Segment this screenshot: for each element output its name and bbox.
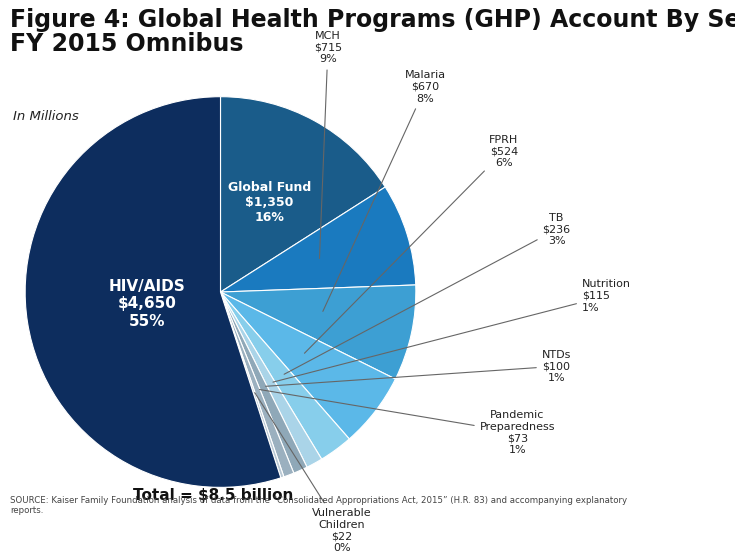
Text: MCH
$715
9%: MCH $715 9% bbox=[314, 31, 342, 258]
Text: THE HENRY J.: THE HENRY J. bbox=[664, 500, 704, 505]
Text: FY 2015 Omnibus: FY 2015 Omnibus bbox=[10, 32, 244, 56]
Wedge shape bbox=[220, 292, 395, 439]
Text: Figure 4: Global Health Programs (GHP) Account By Sector,: Figure 4: Global Health Programs (GHP) A… bbox=[10, 8, 735, 33]
Text: SOURCE: Kaiser Family Foundation analysis of data from the “Consolidated Appropr: SOURCE: Kaiser Family Foundation analysi… bbox=[10, 496, 628, 515]
Wedge shape bbox=[220, 292, 322, 467]
Text: FOUNDATION: FOUNDATION bbox=[664, 533, 705, 538]
Text: Pandemic
Preparedness
$73
1%: Pandemic Preparedness $73 1% bbox=[259, 390, 555, 455]
Wedge shape bbox=[25, 96, 281, 488]
Wedge shape bbox=[220, 292, 307, 473]
Wedge shape bbox=[220, 187, 416, 292]
Text: Vulnerable
Children
$22
0%: Vulnerable Children $22 0% bbox=[255, 393, 371, 551]
Text: HIV/AIDS
$4,650
55%: HIV/AIDS $4,650 55% bbox=[109, 279, 185, 328]
Wedge shape bbox=[220, 292, 284, 478]
Text: FPRH
$524
6%: FPRH $524 6% bbox=[304, 135, 518, 353]
Text: Nutrition
$115
1%: Nutrition $115 1% bbox=[273, 279, 631, 382]
Text: Total = $8.5 billion: Total = $8.5 billion bbox=[133, 488, 293, 503]
Text: In Millions: In Millions bbox=[13, 110, 79, 123]
Text: Malaria
$670
8%: Malaria $670 8% bbox=[323, 71, 446, 311]
Text: FAMILY: FAMILY bbox=[665, 521, 703, 531]
Wedge shape bbox=[220, 96, 385, 292]
Wedge shape bbox=[220, 292, 349, 459]
Text: Global Fund
$1,350
16%: Global Fund $1,350 16% bbox=[228, 181, 311, 224]
Text: NTDs
$100
1%: NTDs $100 1% bbox=[265, 350, 571, 386]
Text: TB
$236
3%: TB $236 3% bbox=[284, 213, 570, 374]
Text: KAISER: KAISER bbox=[660, 507, 709, 521]
Wedge shape bbox=[220, 292, 294, 477]
Wedge shape bbox=[220, 285, 416, 379]
